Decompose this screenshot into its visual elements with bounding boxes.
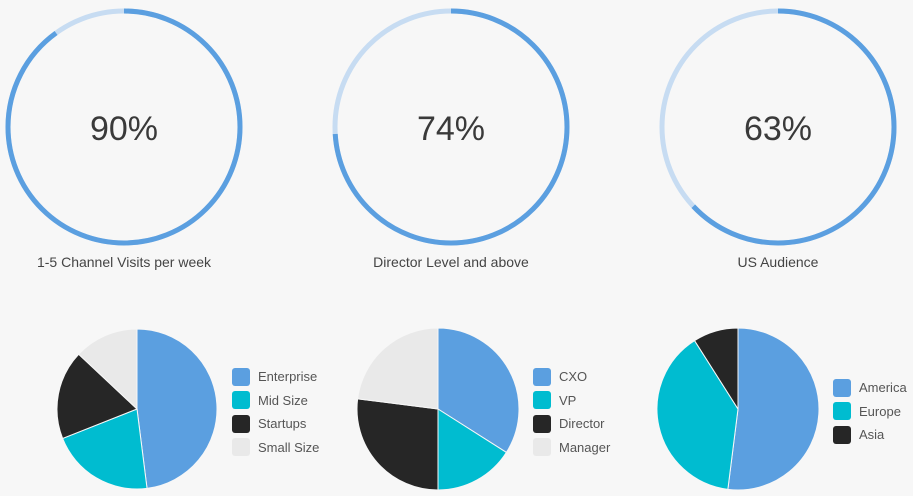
legend-item: Manager [533, 436, 610, 460]
legend-swatch [833, 425, 851, 444]
pie-slice-enterprise [136, 328, 218, 489]
legend-item: Director [533, 412, 610, 436]
legend-swatch [533, 438, 551, 457]
legend-label: Europe [859, 403, 901, 419]
gauge-value: 74% [417, 110, 485, 148]
pie-chart [656, 327, 820, 491]
legend-swatch [232, 414, 250, 433]
gauge-us-audience: 63% US Audience [658, 7, 898, 270]
gauge-director-level: 74% Director Level and above [331, 7, 571, 270]
legend-company-size: Enterprise Mid Size Startups Small Size [232, 365, 319, 459]
gauge-value: 63% [744, 110, 812, 148]
gauge-progress [332, 8, 570, 246]
gauge-ring: 90% [5, 8, 243, 246]
pie-job-level [356, 327, 520, 496]
legend-label: Asia [859, 427, 885, 443]
gauge-channel-visits: 90% 1-5 Channel Visits per week [4, 7, 244, 270]
legend-item: Mid Size [232, 389, 319, 413]
pie-slice-america [727, 327, 820, 491]
gauge-progress [659, 8, 897, 246]
legend-item: Startups [232, 412, 319, 436]
legend-label: Mid Size [258, 392, 308, 408]
gauge-label: Director Level and above [373, 254, 529, 270]
gauge-ring: 63% [659, 8, 897, 246]
legend-label: VP [559, 392, 577, 408]
legend-label: Director [559, 416, 605, 432]
legend-label: Manager [559, 439, 611, 455]
legend-swatch [232, 391, 250, 410]
legend-swatch [833, 378, 851, 397]
legend-item: CXO [533, 365, 610, 389]
legend-label: CXO [559, 369, 588, 385]
pie-slice-director [356, 398, 439, 491]
pie-slice-mid-size [61, 408, 148, 490]
gauge-ring: 74% [332, 8, 570, 246]
legend-item: Small Size [232, 436, 319, 460]
pie-slice-small-size [77, 328, 138, 411]
gauge-label: 1-5 Channel Visits per week [36, 254, 212, 270]
pie-chart [356, 327, 520, 491]
legend-job-level: CXO VP Director Manager [533, 365, 610, 459]
legend-label: America [859, 380, 907, 396]
legend-item: VP [533, 389, 610, 413]
legend-label: Small Size [258, 439, 320, 455]
legend-swatch [533, 391, 551, 410]
legend-region: America Europe Asia [833, 376, 907, 447]
legend-item: America [833, 376, 907, 400]
gauge-label: US Audience [737, 254, 819, 270]
pie-chart [56, 328, 218, 490]
pie-region [656, 327, 820, 496]
legend-swatch [833, 402, 851, 421]
legend-item: Asia [833, 423, 907, 447]
legend-item: Europe [833, 400, 907, 424]
gauge-progress [5, 8, 243, 246]
pie-slice-startups [56, 353, 138, 440]
legend-label: Enterprise [258, 369, 318, 385]
legend-swatch [533, 414, 551, 433]
legend-swatch [232, 438, 250, 457]
legend-item: Enterprise [232, 365, 319, 389]
gauge-value: 90% [90, 110, 158, 148]
pie-slice-manager [357, 327, 439, 410]
legend-label: Startups [258, 416, 307, 432]
legend-swatch [232, 367, 250, 386]
pie-company-size [56, 327, 218, 496]
pie-slice-vp [437, 408, 508, 491]
pie-slice-asia [693, 327, 739, 411]
legend-swatch [533, 367, 551, 386]
